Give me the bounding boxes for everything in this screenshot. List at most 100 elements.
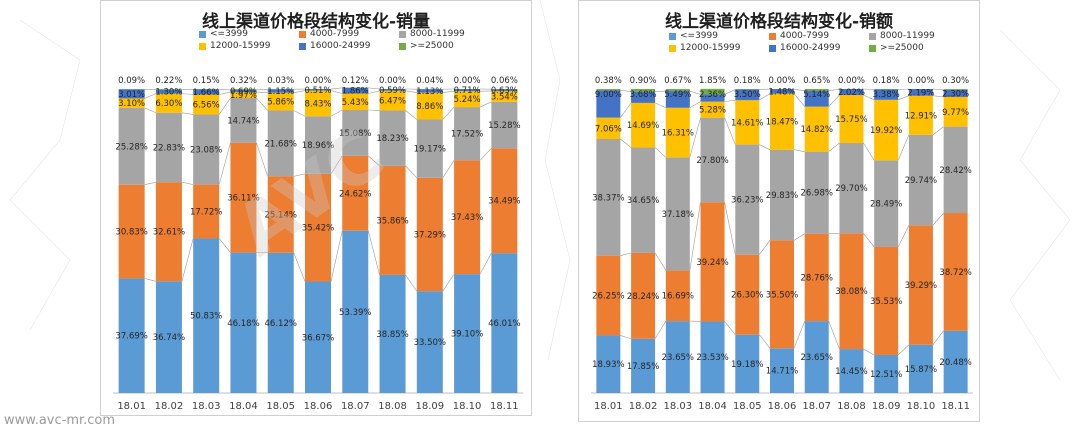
bar-segment	[735, 89, 760, 101]
series-connector-line	[863, 233, 875, 248]
bar-segment	[155, 89, 182, 94]
data-label: 3.10%	[118, 99, 145, 109]
series-connector-line	[330, 87, 343, 90]
data-label: 17.52%	[451, 130, 483, 140]
data-label: 0.69%	[230, 87, 257, 97]
legend-item: <=3999	[669, 31, 718, 41]
data-label: 18.96%	[302, 141, 334, 151]
bar-segment	[416, 291, 443, 393]
data-label: 33.50%	[414, 338, 446, 348]
data-label: 38.85%	[376, 330, 408, 340]
series-connector-line	[479, 148, 492, 161]
data-label: 18.23%	[376, 134, 408, 144]
x-tick-label: 18.06	[304, 401, 333, 412]
data-label: 0.03%	[267, 76, 294, 86]
legend-swatch	[399, 30, 406, 38]
data-label: 0.59%	[379, 86, 406, 96]
x-tick-label: 18.09	[415, 401, 444, 412]
series-connector-line	[932, 330, 944, 345]
bar-segment	[596, 117, 621, 140]
series-connector-line	[932, 95, 944, 98]
legend-item: >=25000	[399, 41, 454, 51]
series-connector-line	[897, 344, 910, 356]
series-connector-line	[256, 91, 268, 93]
bar-segment	[491, 101, 518, 149]
bar-segment	[596, 255, 621, 336]
legend-label: 12000-15999	[680, 43, 741, 53]
data-label: 29.74%	[905, 176, 937, 186]
bar-segments	[118, 87, 518, 393]
series-connector-line	[724, 117, 736, 145]
chart-title-volume: 线上渠道价格段结构变化-销量	[201, 12, 431, 32]
bar-segment	[770, 149, 794, 241]
series-connector-line	[793, 149, 805, 152]
series-connector-line	[144, 107, 157, 114]
series-connector-line	[759, 334, 771, 349]
data-label: 14.61%	[731, 118, 763, 128]
connector-lines	[144, 87, 492, 292]
series-connector-line	[330, 230, 343, 282]
series-connector-line	[368, 90, 380, 94]
data-label: 1.85%	[699, 76, 726, 86]
data-label: 1.13%	[416, 87, 443, 97]
series-connector-line	[724, 99, 736, 102]
bar-segment	[193, 114, 220, 185]
data-label: 46.12%	[265, 319, 297, 329]
series-connector-line	[181, 93, 194, 95]
data-label: 23.65%	[801, 353, 833, 363]
bar-segments	[596, 88, 968, 393]
bar-segment	[305, 281, 331, 393]
bar-segment	[665, 107, 690, 158]
legend-item: 16000-24999	[769, 43, 841, 53]
data-label: 0.18%	[873, 76, 900, 86]
legend-label: 16000-24999	[780, 43, 841, 53]
bar-segment	[596, 89, 621, 91]
x-tick-label: 18.11	[490, 401, 519, 412]
data-label: 26.30%	[731, 291, 763, 301]
bar-segment	[193, 94, 220, 115]
data-label: 15.28%	[488, 121, 520, 131]
x-tick-label: 18.03	[192, 401, 221, 412]
data-label: 34.65%	[627, 196, 659, 206]
data-label: 24.62%	[339, 189, 371, 199]
series-connector-line	[330, 90, 343, 94]
data-label: 0.67%	[664, 76, 691, 86]
data-label: 5.24%	[454, 95, 481, 105]
data-label: 0.04%	[416, 76, 443, 86]
bar-segment	[305, 116, 331, 174]
bar-segment	[874, 89, 899, 100]
sales-value-chart-panel: 线上渠道价格段结构变化-销额 <=3999 4000-7999 8000-11999…	[578, 0, 980, 422]
series-connector-line	[330, 109, 343, 117]
series-connector-line	[367, 230, 380, 275]
data-label: 36.67%	[302, 333, 334, 343]
bar-segment	[305, 89, 331, 91]
data-label: 16.31%	[662, 129, 694, 139]
bar-segment	[230, 252, 257, 393]
bar-segment	[267, 89, 294, 93]
data-label: 27.80%	[696, 156, 728, 166]
data-label: 0.63%	[491, 86, 518, 96]
bar-segment	[770, 348, 794, 393]
bar-segment	[454, 107, 481, 161]
series-connector-line	[293, 252, 306, 282]
data-label: 28.76%	[801, 273, 833, 283]
data-label: 18.93%	[592, 360, 624, 370]
legend-label: 4000-7999	[310, 29, 360, 39]
legend-swatch	[869, 32, 876, 40]
data-label: 0.51%	[304, 86, 331, 96]
series-connector-line	[620, 138, 632, 148]
legend-label: >=25000	[410, 41, 454, 51]
bar-segment	[839, 349, 864, 393]
data-label: 2.30%	[942, 89, 969, 99]
series-connector-line	[442, 90, 455, 93]
bar-segment	[804, 90, 829, 107]
series-connector-line	[442, 106, 455, 120]
bar-segment	[416, 177, 443, 292]
bar-segment	[665, 321, 690, 393]
bar-segment	[665, 270, 690, 322]
bar-segment	[155, 89, 182, 90]
data-label: 19.92%	[870, 126, 902, 136]
data-label: 14.74%	[227, 116, 259, 126]
bar-segment	[804, 151, 829, 234]
data-label: 37.18%	[662, 210, 694, 220]
